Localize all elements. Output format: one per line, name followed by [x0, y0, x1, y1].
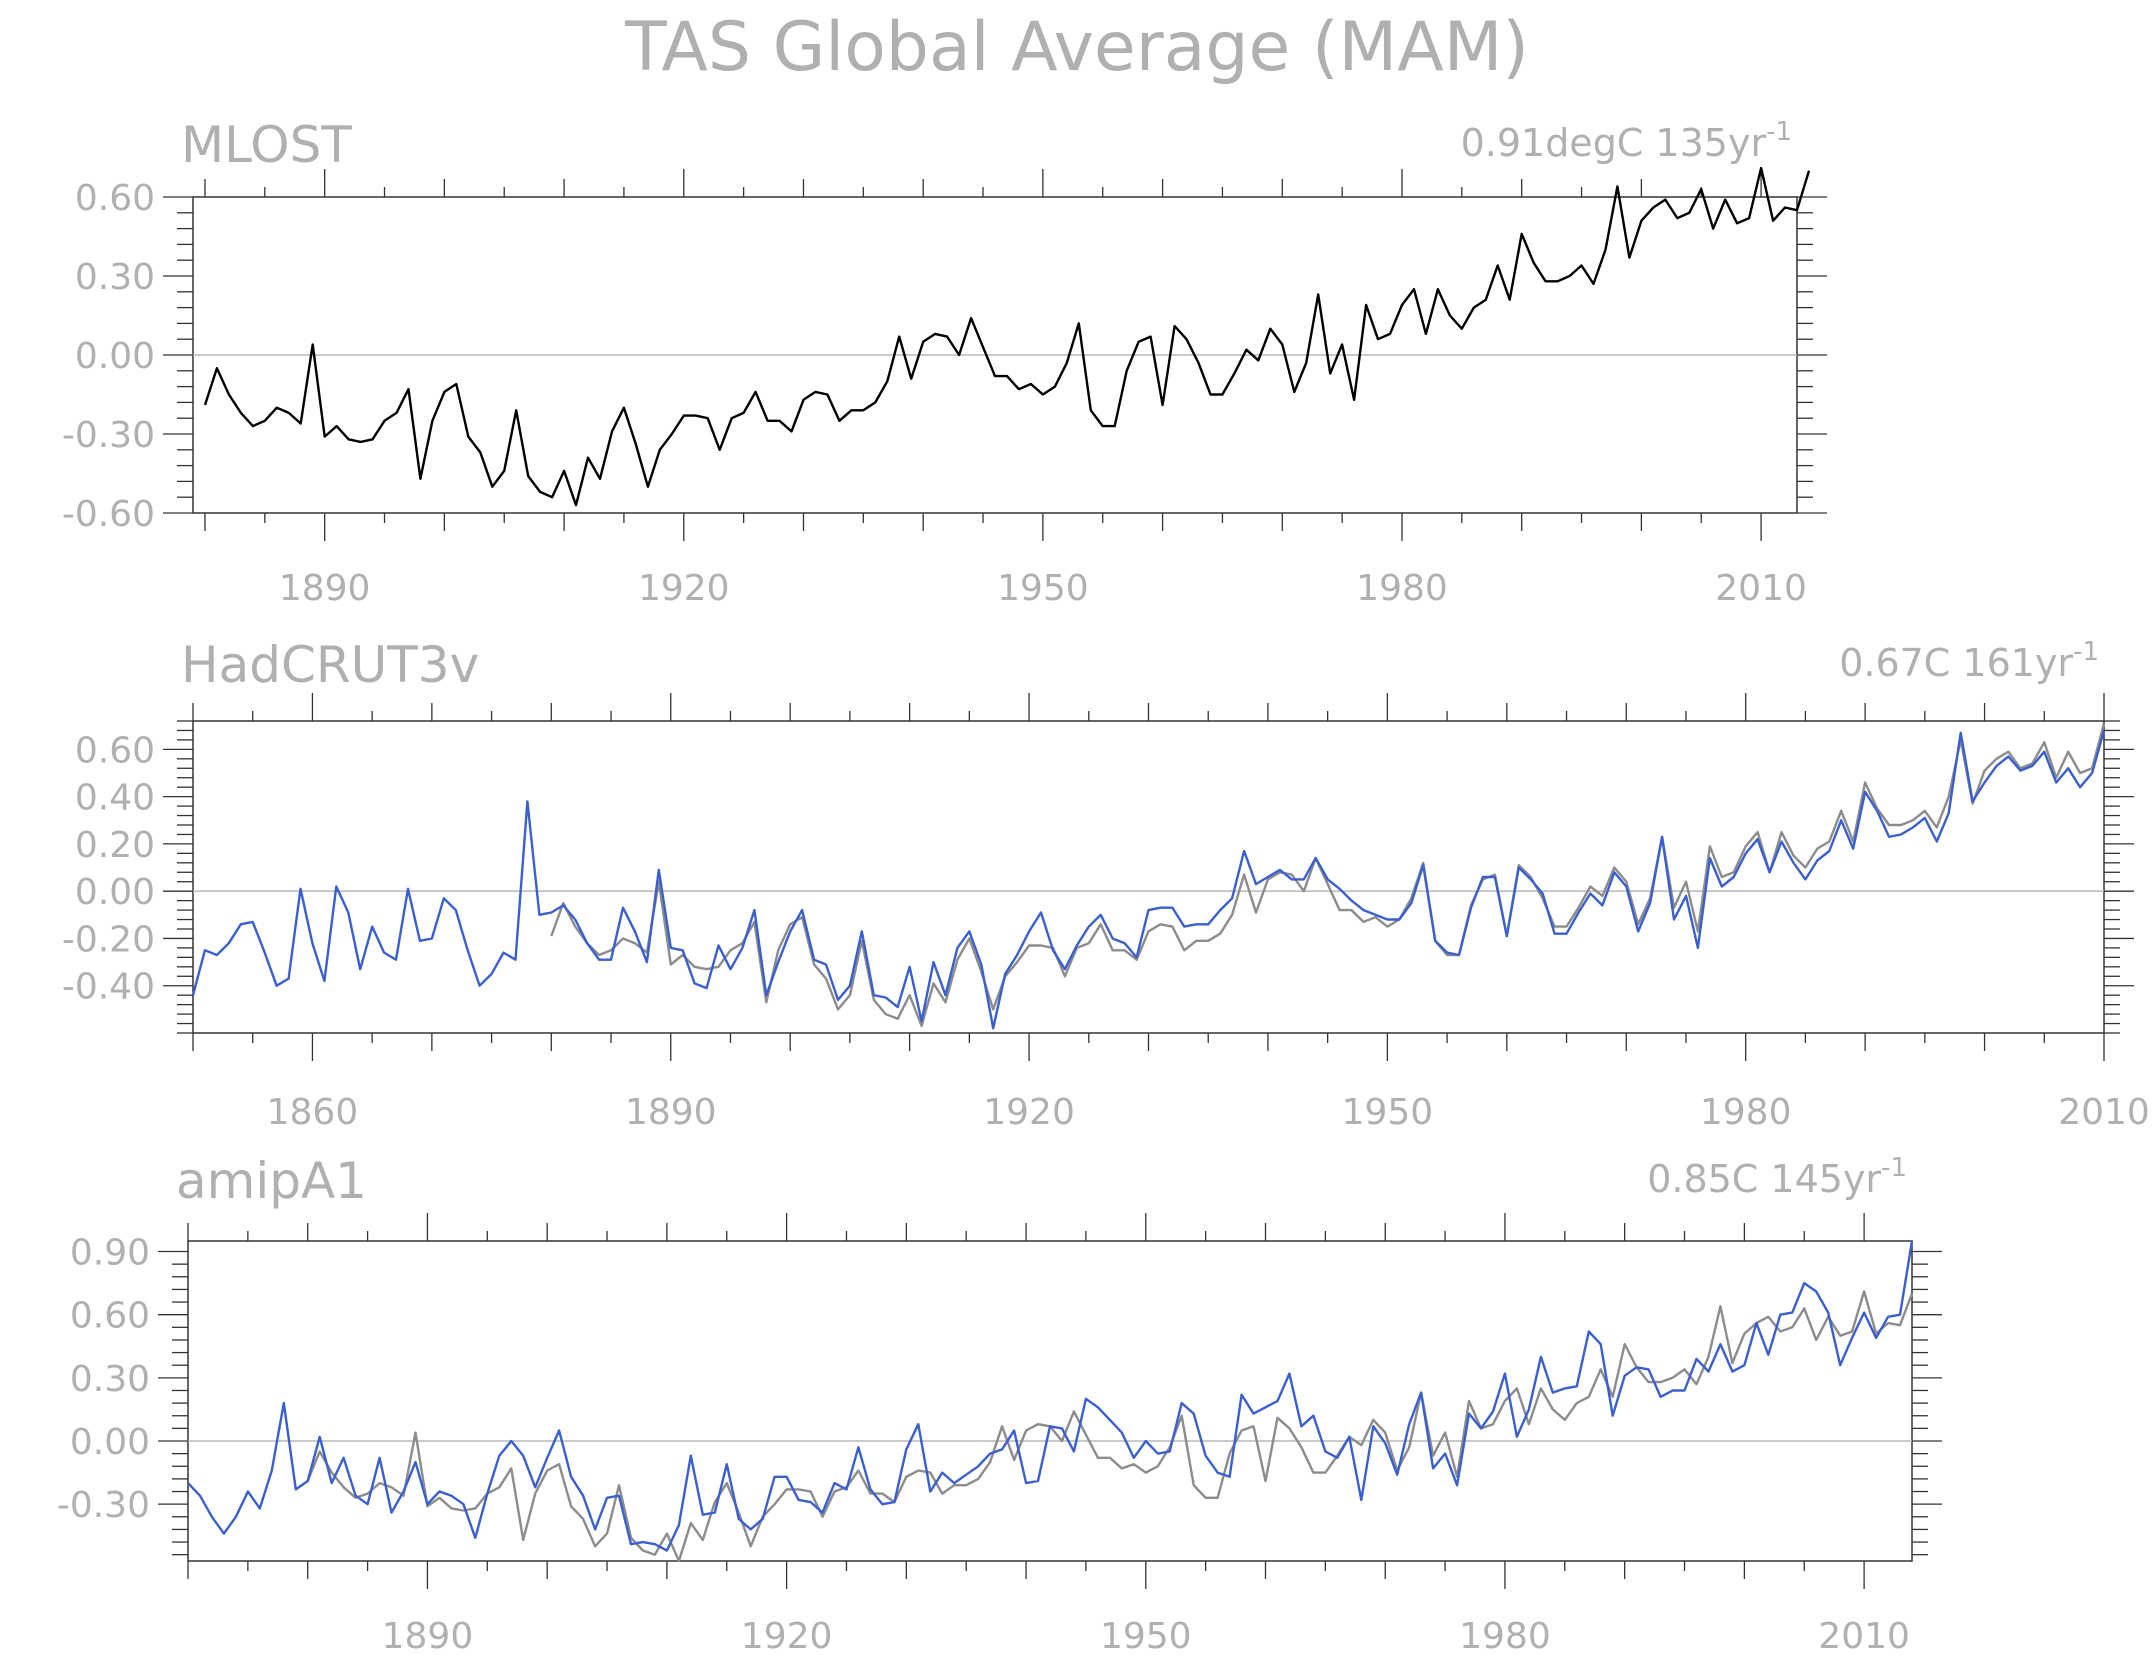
- y-tick-label: 0.30: [70, 1359, 150, 1400]
- series-line-model: [187, 1240, 1914, 1552]
- series-line-model: [191, 730, 2106, 1030]
- x-tick-label: 1950: [1342, 1092, 1434, 1133]
- x-tick-label: 1920: [983, 1092, 1075, 1133]
- y-tick-label: -0.30: [62, 415, 155, 456]
- panel-amipa1: 1890 1920 1950 1980 2010 0.90 0.60 0.30 0.00 -0.3…: [57, 1152, 1942, 1655]
- trend-annotation: 0.91degC 135yr-1: [1461, 117, 1792, 165]
- y-tick-label: -0.20: [62, 919, 155, 960]
- y-tick-label: 0.60: [70, 1296, 150, 1337]
- series-line-observed_overlay: [550, 723, 2106, 1028]
- y-tick-label: -0.30: [57, 1485, 150, 1526]
- trend-annotation: 0.85C 145yr-1: [1647, 1153, 1907, 1201]
- x-tick-label: 1890: [625, 1092, 717, 1133]
- panel-hadcrut3v: 1860 1890 1920 1950 1980 2010 0.60 0.40 0.20 0.00…: [62, 636, 2150, 1133]
- y-tick-label: 0.40: [75, 778, 155, 819]
- x-tick-label: 1950: [1100, 1616, 1192, 1655]
- y-tick-label: 0.20: [75, 825, 155, 866]
- x-tick-label: 1980: [1700, 1092, 1792, 1133]
- x-tick-label: 2010: [1715, 568, 1807, 609]
- panel-mlost: 1890 1920 1950 1980 2010 0.60 0.30 0.00 -0.30 -0.…: [62, 116, 1827, 609]
- y-tick-label: 0.60: [75, 178, 155, 219]
- y-tick-label: 0.00: [70, 1422, 150, 1463]
- x-tick-label: 2010: [1818, 1616, 1910, 1655]
- panels: 1890 1920 1950 1980 2010 0.60 0.30 0.00 -0.30 -0.…: [57, 116, 2150, 1655]
- y-tick-label: -0.40: [62, 967, 155, 1008]
- panel-label: HadCRUT3v: [181, 636, 479, 694]
- x-tick-label: 1890: [382, 1616, 474, 1655]
- y-tick-label: -0.60: [62, 494, 155, 535]
- series-line-observed_overlay: [306, 1290, 1914, 1563]
- x-tick-label: 2010: [2058, 1092, 2150, 1133]
- trend-annotation: 0.67C 161yr-1: [1839, 637, 2099, 685]
- x-tick-label: 1980: [1356, 568, 1448, 609]
- y-tick-label: 0.30: [75, 257, 155, 298]
- x-tick-label: 1980: [1459, 1616, 1551, 1655]
- y-tick-label: 0.90: [70, 1233, 150, 1274]
- trend-value: 0.85C 145yr: [1647, 1157, 1881, 1201]
- figure-title: TAS Global Average (MAM): [624, 8, 1529, 87]
- x-tick-label: 1920: [638, 568, 730, 609]
- trend-value: 0.91degC 135yr: [1461, 121, 1767, 165]
- y-tick-label: 0.00: [75, 872, 155, 913]
- y-tick-label: 0.60: [75, 730, 155, 771]
- trend-value: 0.67C 161yr: [1839, 641, 2073, 685]
- plot-frame: [187, 1240, 1913, 1562]
- x-tick-label: 1860: [267, 1092, 359, 1133]
- panel-label: amipA1: [176, 1152, 367, 1210]
- trend-exponent: -1: [1766, 117, 1792, 147]
- series-line-observed: [203, 166, 1811, 507]
- trend-exponent: -1: [2073, 637, 2099, 667]
- x-tick-label: 1950: [997, 568, 1089, 609]
- panel-label: MLOST: [181, 116, 352, 174]
- x-tick-label: 1920: [741, 1616, 833, 1655]
- trend-exponent: -1: [1881, 1153, 1907, 1183]
- x-tick-label: 1890: [279, 568, 371, 609]
- y-tick-label: 0.00: [75, 336, 155, 377]
